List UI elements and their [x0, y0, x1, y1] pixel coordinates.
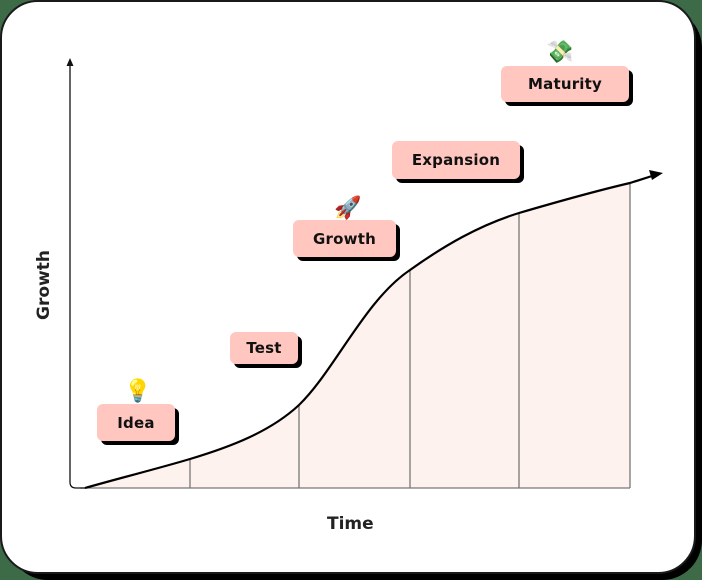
stage-label-expansion: Expansion: [392, 141, 520, 179]
area-fill: [85, 183, 630, 488]
stage-dividers: [189, 183, 631, 488]
lightbulb-icon: 💡: [124, 379, 152, 404]
curve-arrow-icon: [649, 170, 663, 180]
stage-label-text: Expansion: [411, 151, 501, 169]
stage-label-text: Maturity: [528, 75, 602, 93]
x-axis-label: Time: [327, 514, 374, 534]
stage-label-test: Test: [230, 332, 298, 364]
y-axis-arrow-icon: [66, 58, 74, 66]
money-with-wings-icon: 💸: [546, 40, 574, 65]
growth-curve: [84, 174, 653, 490]
stage-label-idea: Idea: [97, 404, 175, 441]
y-axis: [69, 66, 86, 489]
stage-label-text: Growth: [313, 229, 376, 248]
stage-label-maturity: Maturity: [501, 66, 629, 102]
rocket-icon: 🚀: [334, 196, 362, 221]
y-axis-label: Growth: [34, 250, 54, 320]
stage-label-text: Idea: [117, 413, 155, 432]
stage-label-text: Test: [246, 339, 282, 357]
stage-label-growth: Growth: [293, 220, 396, 257]
